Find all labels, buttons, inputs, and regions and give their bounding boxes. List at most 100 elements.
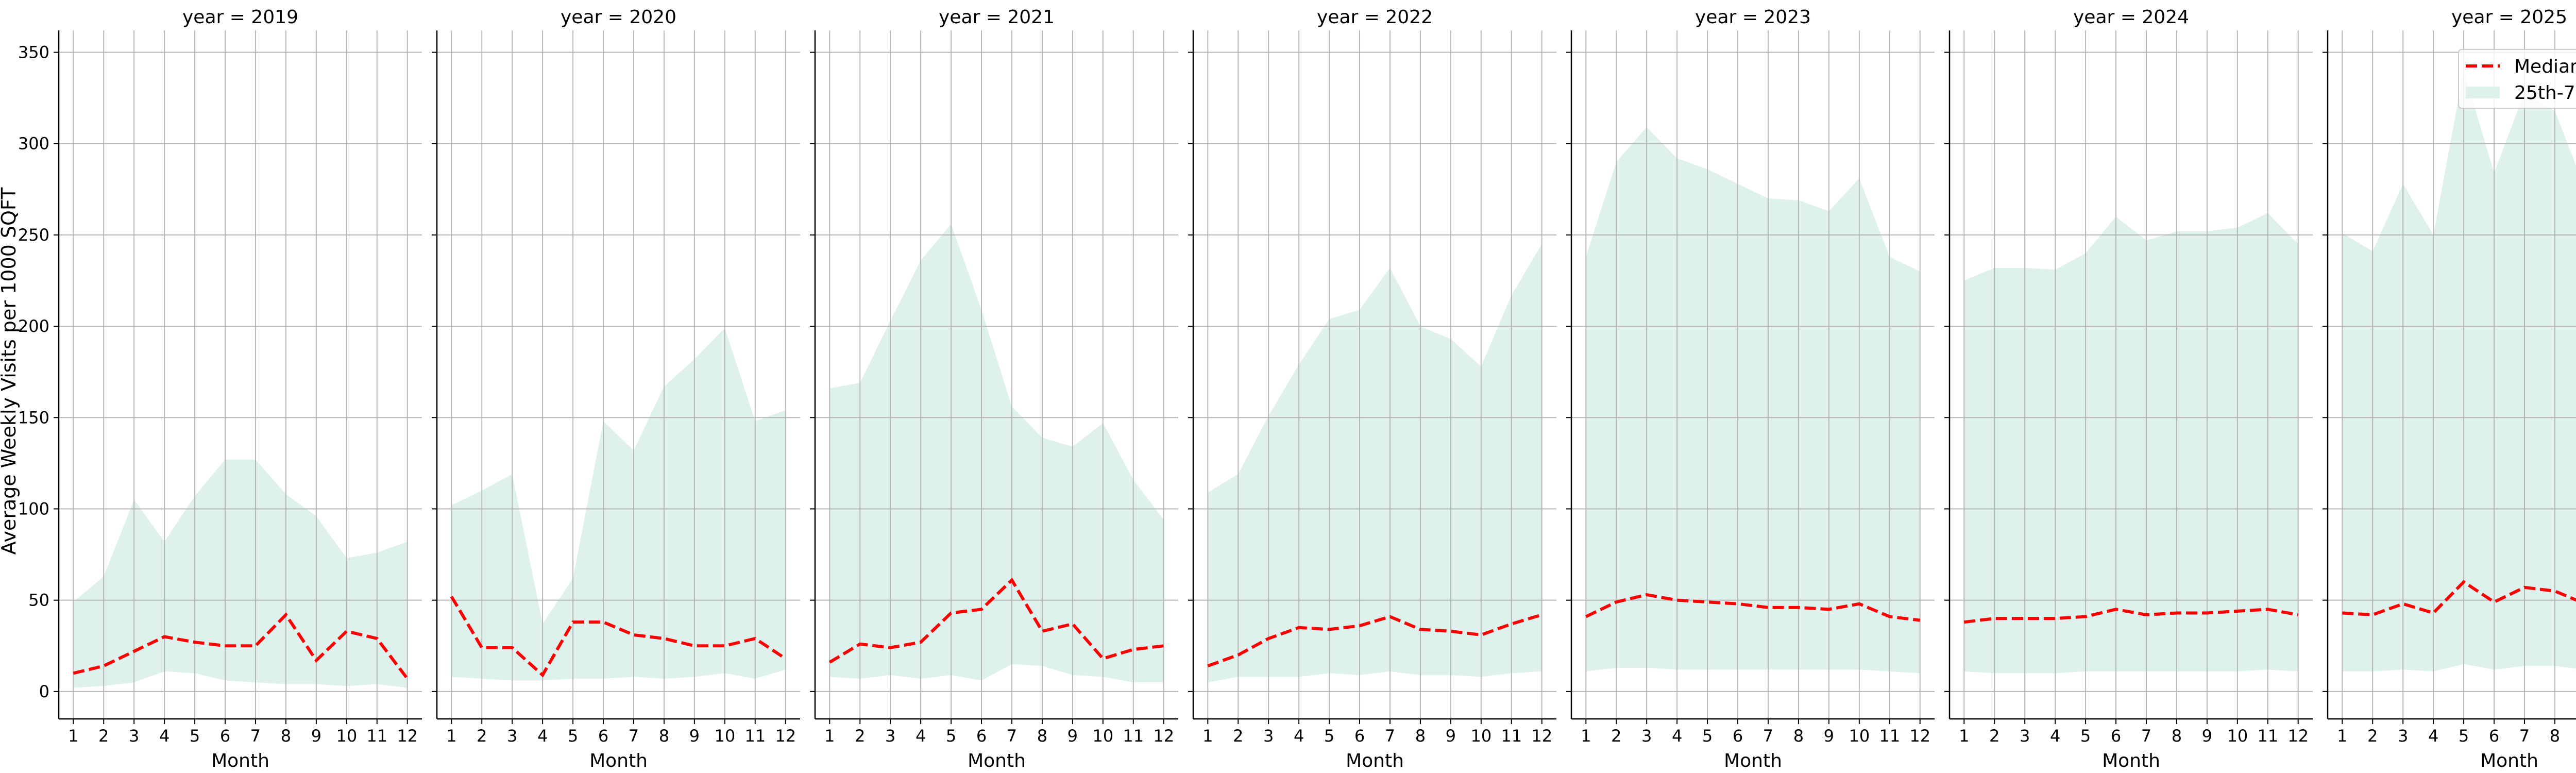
y-tick-label: 0: [39, 682, 49, 701]
panel-title: year = 2023: [1695, 7, 1811, 28]
x-tick-label: 8: [1037, 726, 1047, 746]
x-tick-label: 7: [250, 726, 261, 746]
x-tick-label: 2: [1611, 726, 1621, 746]
x-tick-label: 2: [2367, 726, 2378, 746]
x-tick-label: 5: [1702, 726, 1713, 746]
x-tick-label: 8: [2172, 726, 2182, 746]
panel-title: year = 2019: [182, 7, 298, 28]
panel-title: year = 2024: [2073, 7, 2189, 28]
x-tick-label: 9: [2202, 726, 2212, 746]
median-line: [450, 596, 787, 678]
x-tick-label: 4: [537, 726, 548, 746]
percentile-band: [451, 328, 786, 681]
x-tick-label: 7: [2141, 726, 2151, 746]
y-tick-label: 250: [18, 225, 49, 245]
x-tick-label: 12: [2287, 726, 2309, 746]
x-tick-label: 8: [1793, 726, 1804, 746]
x-tick-label: 12: [775, 726, 796, 746]
x-tick-label: 9: [1067, 726, 1078, 746]
x-tick-label: 10: [1849, 726, 1870, 746]
x-tick-label: 7: [1007, 726, 1017, 746]
x-tick-label: 2: [98, 726, 109, 746]
x-tick-label: 8: [281, 726, 291, 746]
x-tick-label: 12: [1153, 726, 1174, 746]
percentile-band: [829, 224, 1164, 683]
legend-band-label: 25th-75th Percentile: [2514, 82, 2576, 104]
x-tick-label: 11: [744, 726, 766, 746]
x-tick-label: 3: [885, 726, 895, 746]
x-tick-label: 11: [1879, 726, 1900, 746]
panel-title: year = 2020: [561, 7, 676, 28]
x-tick-label: 1: [1581, 726, 1591, 746]
x-tick-label: 2: [1233, 726, 1243, 746]
x-tick-label: 8: [659, 726, 669, 746]
x-tick-label: 4: [2050, 726, 2060, 746]
x-tick-label: 1: [1959, 726, 1969, 746]
percentile-band: [1964, 213, 2298, 674]
x-tick-label: 11: [2257, 726, 2278, 746]
y-tick-label: 300: [18, 134, 49, 154]
y-tick-label: 50: [28, 591, 49, 610]
x-tick-label: 1: [68, 726, 78, 746]
x-tick-label: 8: [2550, 726, 2560, 746]
x-tick-label: 10: [1092, 726, 1113, 746]
x-tick-label: 11: [1123, 726, 1144, 746]
x-tick-label: 3: [2020, 726, 2030, 746]
x-tick-label: 9: [311, 726, 321, 746]
x-axis-label: Month: [211, 750, 269, 771]
percentile-band: [73, 459, 408, 688]
x-tick-label: 3: [1641, 726, 1652, 746]
x-axis-label: Month: [968, 750, 1026, 771]
x-tick-label: 1: [1202, 726, 1213, 746]
x-axis-label: Month: [1346, 750, 1404, 771]
x-tick-label: 6: [1733, 726, 1743, 746]
x-tick-label: 6: [2111, 726, 2121, 746]
x-tick-label: 2: [855, 726, 865, 746]
x-tick-label: 6: [1354, 726, 1365, 746]
x-tick-label: 7: [1763, 726, 1773, 746]
x-axis-label: Month: [2480, 750, 2538, 771]
panel-title: year = 2022: [1317, 7, 1433, 28]
x-tick-label: 9: [689, 726, 700, 746]
x-tick-label: 3: [129, 726, 139, 746]
median-line: [1207, 613, 1543, 668]
median-line: [73, 612, 409, 680]
panel-2025: year = 2025123456789101112Month: [2323, 7, 2576, 771]
median-line: [828, 577, 1164, 664]
percentile-band: [2342, 70, 2576, 671]
x-tick-label: 9: [1446, 726, 1456, 746]
x-axis-label: Month: [1724, 750, 1782, 771]
x-tick-label: 5: [1324, 726, 1334, 746]
x-tick-label: 7: [629, 726, 639, 746]
x-tick-label: 5: [2459, 726, 2469, 746]
x-axis-label: Month: [589, 750, 648, 771]
y-axis-label: Average Weekly Visits per 1000 SQFT: [0, 187, 20, 554]
y-tick-label: 150: [18, 408, 49, 427]
x-tick-label: 7: [1385, 726, 1395, 746]
x-tick-label: 3: [507, 726, 517, 746]
x-tick-label: 4: [2428, 726, 2438, 746]
x-tick-label: 1: [2337, 726, 2347, 746]
x-tick-label: 6: [220, 726, 230, 746]
x-tick-label: 10: [714, 726, 735, 746]
x-tick-label: 8: [1415, 726, 1426, 746]
x-tick-label: 10: [336, 726, 357, 746]
x-tick-label: 12: [1909, 726, 1930, 746]
panel-title: year = 2025: [2451, 7, 2567, 28]
x-tick-label: 5: [568, 726, 578, 746]
x-tick-label: 2: [477, 726, 487, 746]
x-tick-label: 6: [976, 726, 987, 746]
x-tick-label: 11: [1501, 726, 1522, 746]
x-tick-label: 10: [1470, 726, 1492, 746]
x-tick-label: 4: [1672, 726, 1682, 746]
x-tick-label: 3: [2398, 726, 2408, 746]
x-tick-label: 3: [1263, 726, 1274, 746]
x-tick-label: 11: [366, 726, 387, 746]
x-tick-label: 12: [397, 726, 418, 746]
legend-median-label: Median: [2514, 56, 2576, 77]
